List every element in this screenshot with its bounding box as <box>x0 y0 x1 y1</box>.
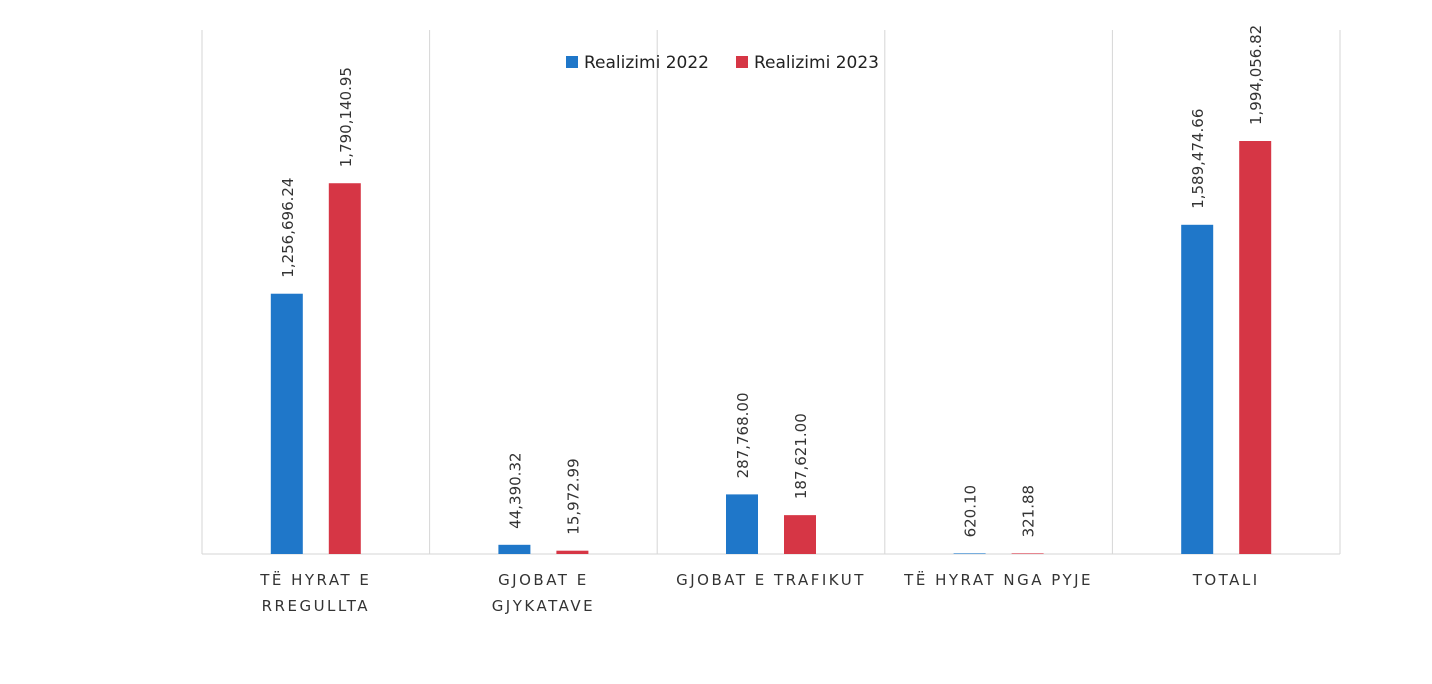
category-label: TË HYRAT E <box>259 570 371 589</box>
bar-2023-3 <box>1011 553 1044 554</box>
legend-label: Realizimi 2022 <box>584 53 709 73</box>
data-label: 1,994,056.82 <box>1247 25 1265 125</box>
data-label: 1,589,474.66 <box>1189 109 1207 209</box>
bar-2023-2 <box>784 515 816 554</box>
data-label: 1,256,696.24 <box>279 178 297 278</box>
category-dividers <box>201 30 1341 554</box>
value-labels-group: 1,256,696.24 1,790,140.95 44,390.32 15,972.… <box>279 25 1265 538</box>
data-label: 1,790,140.95 <box>337 67 355 167</box>
data-label: 15,972.99 <box>564 458 582 534</box>
bar-2023-1 <box>556 550 589 554</box>
data-label: 187,621.00 <box>792 413 810 499</box>
bar-2022-3 <box>953 553 986 554</box>
category-label: GJOBAT E TRAFIKUT <box>676 571 866 589</box>
category-label: TOTALI <box>1192 571 1260 589</box>
bar-2022-2 <box>726 494 758 554</box>
data-label: 44,390.32 <box>506 452 524 528</box>
bar-2023-0 <box>328 183 361 554</box>
category-label: GJYKATAVE <box>492 597 595 615</box>
data-label: 287,768.00 <box>734 393 752 479</box>
legend-label: Realizimi 2023 <box>754 53 879 73</box>
legend-swatch-2023 <box>736 56 748 68</box>
bar-2022-1 <box>498 544 531 554</box>
bar-2022-4 <box>1181 224 1214 554</box>
bars-group <box>270 141 1272 554</box>
category-label: RREGULLTA <box>262 597 370 615</box>
data-label: 321.88 <box>1020 485 1038 538</box>
data-label: 620.10 <box>962 485 980 538</box>
category-label: GJOBAT E <box>498 571 589 589</box>
legend-swatch-2022 <box>566 56 578 68</box>
category-labels-group: TË HYRAT E RREGULLTA GJOBAT E GJYKATAVE GJOB… <box>259 570 1260 615</box>
bar-2022-0 <box>270 293 303 554</box>
category-label: TË HYRAT NGA PYJE <box>903 570 1093 589</box>
legend: Realizimi 2022 Realizimi 2023 <box>566 53 879 73</box>
bar-2023-4 <box>1239 141 1272 554</box>
